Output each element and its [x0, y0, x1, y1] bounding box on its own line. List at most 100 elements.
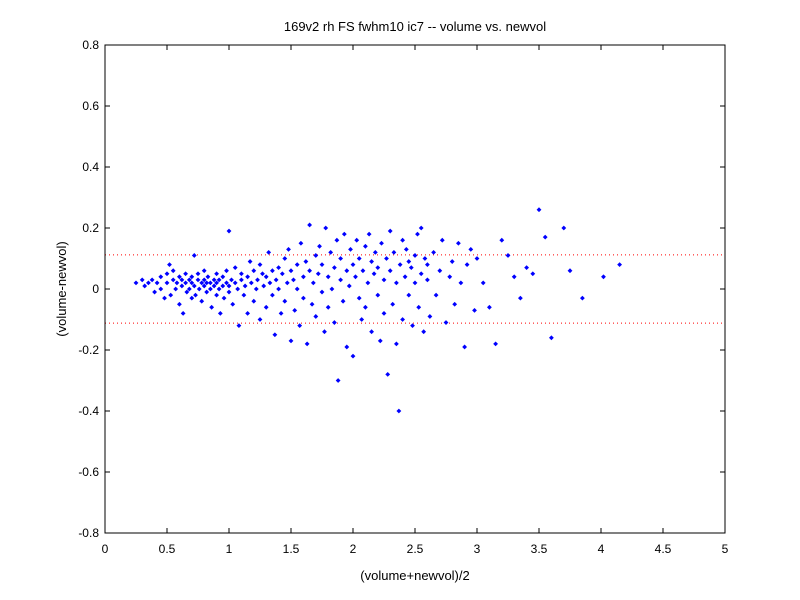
x-tick-label: 4.5 — [655, 542, 672, 556]
data-point-117 — [309, 301, 315, 307]
data-point-44 — [204, 280, 210, 286]
y-tick-label: 0.4 — [82, 160, 99, 174]
x-tick-label: 0.5 — [159, 542, 176, 556]
y-tick-label: 0.8 — [82, 38, 99, 52]
y-tick-label: -0.2 — [78, 343, 99, 357]
data-point-155 — [369, 259, 374, 264]
data-point-62 — [226, 283, 232, 289]
data-point-110 — [298, 240, 304, 246]
data-point-56 — [217, 311, 223, 316]
data-point-71 — [239, 277, 244, 283]
data-point-160 — [375, 265, 381, 271]
data-point-151 — [363, 243, 368, 249]
data-point-116 — [307, 268, 312, 274]
data-point-114 — [304, 341, 310, 347]
data-point-143 — [350, 262, 356, 267]
data-point-82 — [255, 277, 260, 283]
data-point-187 — [418, 225, 424, 231]
data-point-183 — [412, 253, 418, 258]
data-point-89 — [266, 250, 272, 255]
data-point-182 — [410, 323, 415, 328]
data-point-106 — [292, 307, 298, 313]
axis-ticks — [104, 44, 726, 534]
data-point-125 — [322, 329, 327, 335]
data-point-59 — [221, 295, 227, 301]
data-point-46 — [208, 286, 213, 292]
chart-title: 169v2 rh FS fwhm10 ic7 -- volume vs. new… — [284, 19, 546, 34]
data-point-156 — [369, 329, 374, 335]
data-point-153 — [365, 280, 371, 286]
data-point-181 — [408, 265, 414, 271]
data-point-206 — [468, 246, 474, 252]
data-point-172 — [394, 280, 399, 286]
data-point-122 — [317, 243, 322, 249]
data-point-150 — [360, 268, 366, 274]
data-point-104 — [288, 338, 294, 344]
data-point-225 — [617, 262, 622, 267]
data-point-101 — [284, 280, 290, 286]
data-point-216 — [524, 265, 529, 271]
data-point-158 — [372, 250, 378, 255]
data-point-2 — [139, 277, 145, 283]
data-point-68 — [232, 265, 238, 271]
data-point-109 — [297, 323, 303, 328]
reference-lines — [105, 254, 725, 324]
data-point-223 — [580, 295, 585, 301]
data-point-105 — [291, 277, 296, 283]
data-point-146 — [354, 237, 360, 243]
data-point-145 — [353, 274, 358, 280]
data-point-224 — [601, 274, 606, 280]
data-point-161 — [377, 338, 383, 344]
data-point-127 — [325, 274, 331, 280]
data-point-186 — [416, 304, 422, 310]
data-point-96 — [276, 286, 281, 292]
data-point-6 — [152, 289, 157, 295]
data-point-201 — [452, 301, 458, 307]
data-point-7 — [154, 280, 160, 286]
data-point-126 — [323, 225, 329, 231]
data-point-139 — [344, 268, 350, 274]
data-point-118 — [310, 280, 316, 286]
data-point-23 — [180, 311, 186, 316]
data-point-169 — [390, 301, 396, 307]
data-point-222 — [567, 268, 573, 274]
data-point-193 — [427, 314, 433, 319]
data-point-178 — [403, 246, 409, 252]
data-point-97 — [278, 311, 284, 316]
data-point-149 — [359, 317, 365, 322]
data-point-162 — [379, 240, 384, 246]
data-point-13 — [167, 262, 172, 267]
data-point-100 — [282, 298, 288, 304]
data-point-15 — [170, 277, 176, 283]
data-point-121 — [315, 271, 321, 277]
data-point-179 — [406, 292, 412, 298]
data-point-108 — [294, 286, 300, 292]
data-point-131 — [332, 265, 337, 271]
data-point-213 — [505, 253, 511, 258]
x-tick-label: 4 — [598, 542, 605, 556]
data-point-98 — [279, 271, 285, 277]
data-point-24 — [183, 280, 188, 286]
data-point-30 — [189, 274, 195, 280]
data-point-14 — [168, 292, 174, 298]
data-point-211 — [493, 341, 498, 347]
data-point-42 — [201, 268, 207, 274]
data-point-66 — [230, 301, 236, 307]
data-point-157 — [371, 271, 377, 277]
data-point-80 — [251, 298, 257, 304]
data-point-47 — [208, 280, 213, 286]
data-point-212 — [499, 237, 505, 243]
data-point-135 — [338, 277, 343, 283]
data-point-16 — [170, 268, 176, 274]
data-point-53 — [214, 271, 219, 277]
data-point-190 — [422, 256, 428, 261]
axis-tick-labels: 0 0.5 1 1.5 2 2.5 3 3.5 4 4.5 5 -0.8 -0.6 -0.4 -0.2 0 0.… — [78, 38, 728, 556]
y-tick-label: 0 — [92, 282, 99, 296]
x-tick-label: 1 — [226, 542, 233, 556]
data-point-36 — [195, 271, 201, 277]
data-point-86 — [261, 283, 267, 289]
data-point-51 — [214, 280, 219, 286]
data-point-50 — [211, 283, 217, 289]
data-point-33 — [191, 283, 197, 289]
data-point-58 — [220, 274, 226, 280]
